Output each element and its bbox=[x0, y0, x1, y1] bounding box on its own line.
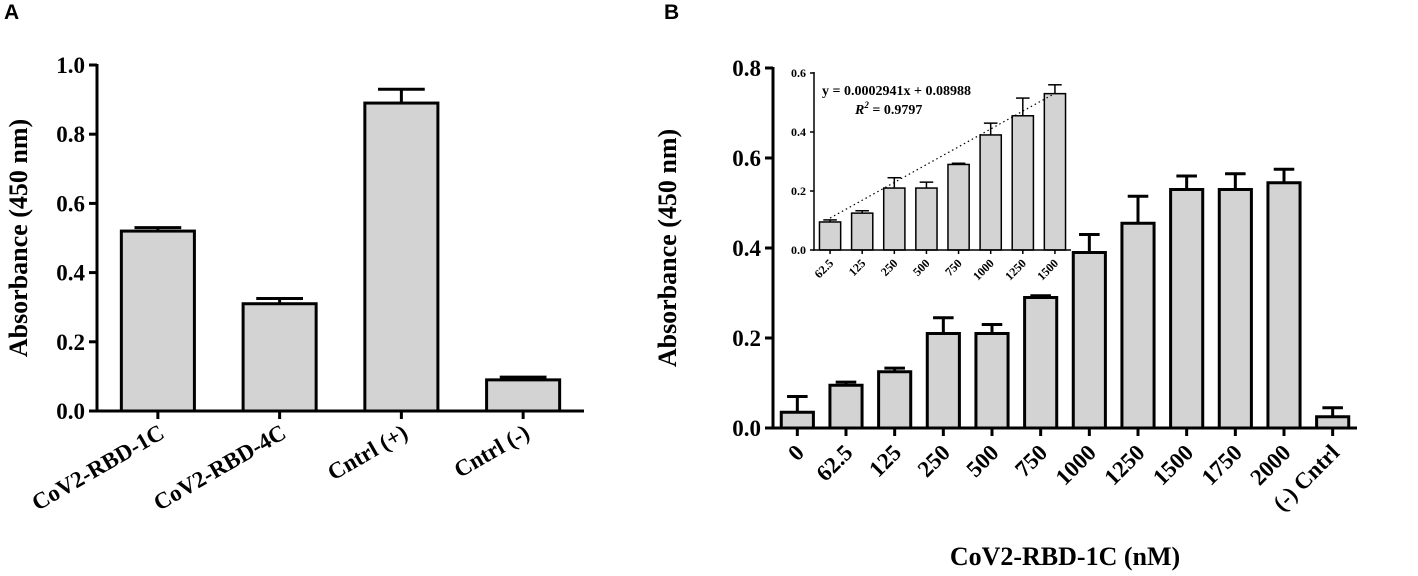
bar bbox=[1217, 188, 1253, 430]
x-tick-label: Cntrl (+) bbox=[323, 420, 412, 486]
x-axis-title: CoV2-RBD-1C (nM) bbox=[950, 542, 1180, 571]
x-tick-label: 500 bbox=[961, 440, 1003, 482]
y-axis-title: Absorbance (450 nm) bbox=[653, 129, 682, 367]
chart-b: 0.00.20.40.60.80 62.5 125 250 500 75010001250… bbox=[653, 56, 1357, 571]
x-tick-label: 250 bbox=[878, 256, 901, 279]
bar bbox=[979, 134, 1003, 251]
x-tick-label: 1750 bbox=[1197, 440, 1247, 490]
x-tick-label: 750 bbox=[1010, 440, 1052, 482]
bar bbox=[818, 221, 842, 251]
y-tick-label: 0.0 bbox=[56, 399, 85, 424]
y-tick-label: 0.8 bbox=[732, 56, 761, 81]
y-tick-label: 0.2 bbox=[56, 330, 85, 355]
y-tick-label: 0.2 bbox=[791, 184, 806, 198]
bar bbox=[1043, 92, 1067, 251]
x-tick-label: 250 bbox=[913, 440, 955, 482]
inset-equation: y = 0.0002941x + 0.08988 bbox=[822, 84, 971, 99]
y-tick-label: 1.0 bbox=[56, 53, 85, 78]
y-tick-label: 0.0 bbox=[791, 243, 806, 257]
y-tick-label: 0.6 bbox=[56, 191, 85, 216]
r2-letter: R bbox=[854, 103, 864, 118]
bar bbox=[1266, 181, 1302, 430]
x-tick-label: 750 bbox=[942, 256, 965, 279]
y-tick-label: 0.2 bbox=[732, 326, 761, 351]
panel-a-label: A bbox=[4, 1, 19, 24]
bar bbox=[1169, 188, 1205, 430]
x-tick-label: 62.5 bbox=[811, 256, 836, 281]
x-tick-label: 125 bbox=[864, 440, 906, 482]
x-tick-label: CoV2-RBD-4C bbox=[149, 420, 290, 516]
x-tick-label: 0 bbox=[783, 440, 809, 466]
bar bbox=[915, 187, 938, 251]
bar bbox=[119, 229, 196, 413]
x-tick-label: 1250 bbox=[1099, 440, 1149, 490]
x-tick-label: CoV2-RBD-1C bbox=[28, 420, 169, 516]
x-tick-label: 500 bbox=[910, 256, 933, 279]
y-tick-label: 0.4 bbox=[732, 236, 761, 261]
x-tick-label: 1500 bbox=[1034, 256, 1061, 283]
bar bbox=[974, 332, 1010, 430]
bar bbox=[1071, 251, 1107, 430]
bar bbox=[1315, 415, 1351, 430]
bar bbox=[882, 187, 906, 251]
x-tick-label: 1000 bbox=[1051, 440, 1101, 490]
y-tick-label: 0.0 bbox=[732, 416, 761, 441]
x-tick-label: 1250 bbox=[1002, 256, 1029, 283]
r2-superscript: 2 bbox=[863, 100, 869, 110]
bar bbox=[947, 163, 970, 251]
inset-r-squared: R2 = 0.9797 bbox=[854, 100, 922, 118]
bar bbox=[877, 370, 913, 430]
y-axis-title: Absorbance (450 nm) bbox=[4, 119, 33, 357]
panel-b-label: B bbox=[664, 1, 679, 24]
bar bbox=[485, 378, 562, 413]
r2-value: = 0.9797 bbox=[869, 103, 922, 118]
bar bbox=[1120, 221, 1156, 430]
x-tick-label: Cntrl (-) bbox=[450, 420, 534, 483]
x-tick-label: 125 bbox=[846, 256, 869, 279]
bar bbox=[363, 101, 440, 413]
y-tick-label: 0.6 bbox=[791, 66, 806, 80]
y-tick-label: 0.6 bbox=[732, 146, 761, 171]
bar bbox=[779, 410, 815, 430]
bar bbox=[925, 332, 961, 430]
bar bbox=[828, 383, 864, 430]
bar bbox=[241, 302, 318, 413]
y-tick-label: 0.4 bbox=[791, 125, 806, 139]
x-tick-label: 1000 bbox=[970, 256, 997, 283]
x-tick-label: 62.5 bbox=[811, 440, 857, 486]
bar bbox=[1023, 296, 1059, 430]
bar bbox=[850, 212, 874, 251]
y-tick-label: 0.8 bbox=[56, 122, 85, 147]
chart-a: 0.0 0.2 0.4 0.6 0.8 1.0 CoV2-RBD-1CCoV2-RBD-4C… bbox=[4, 53, 584, 515]
y-tick-label: 0.4 bbox=[56, 261, 85, 286]
x-tick-label: 1500 bbox=[1148, 440, 1198, 490]
bar bbox=[1011, 115, 1035, 251]
